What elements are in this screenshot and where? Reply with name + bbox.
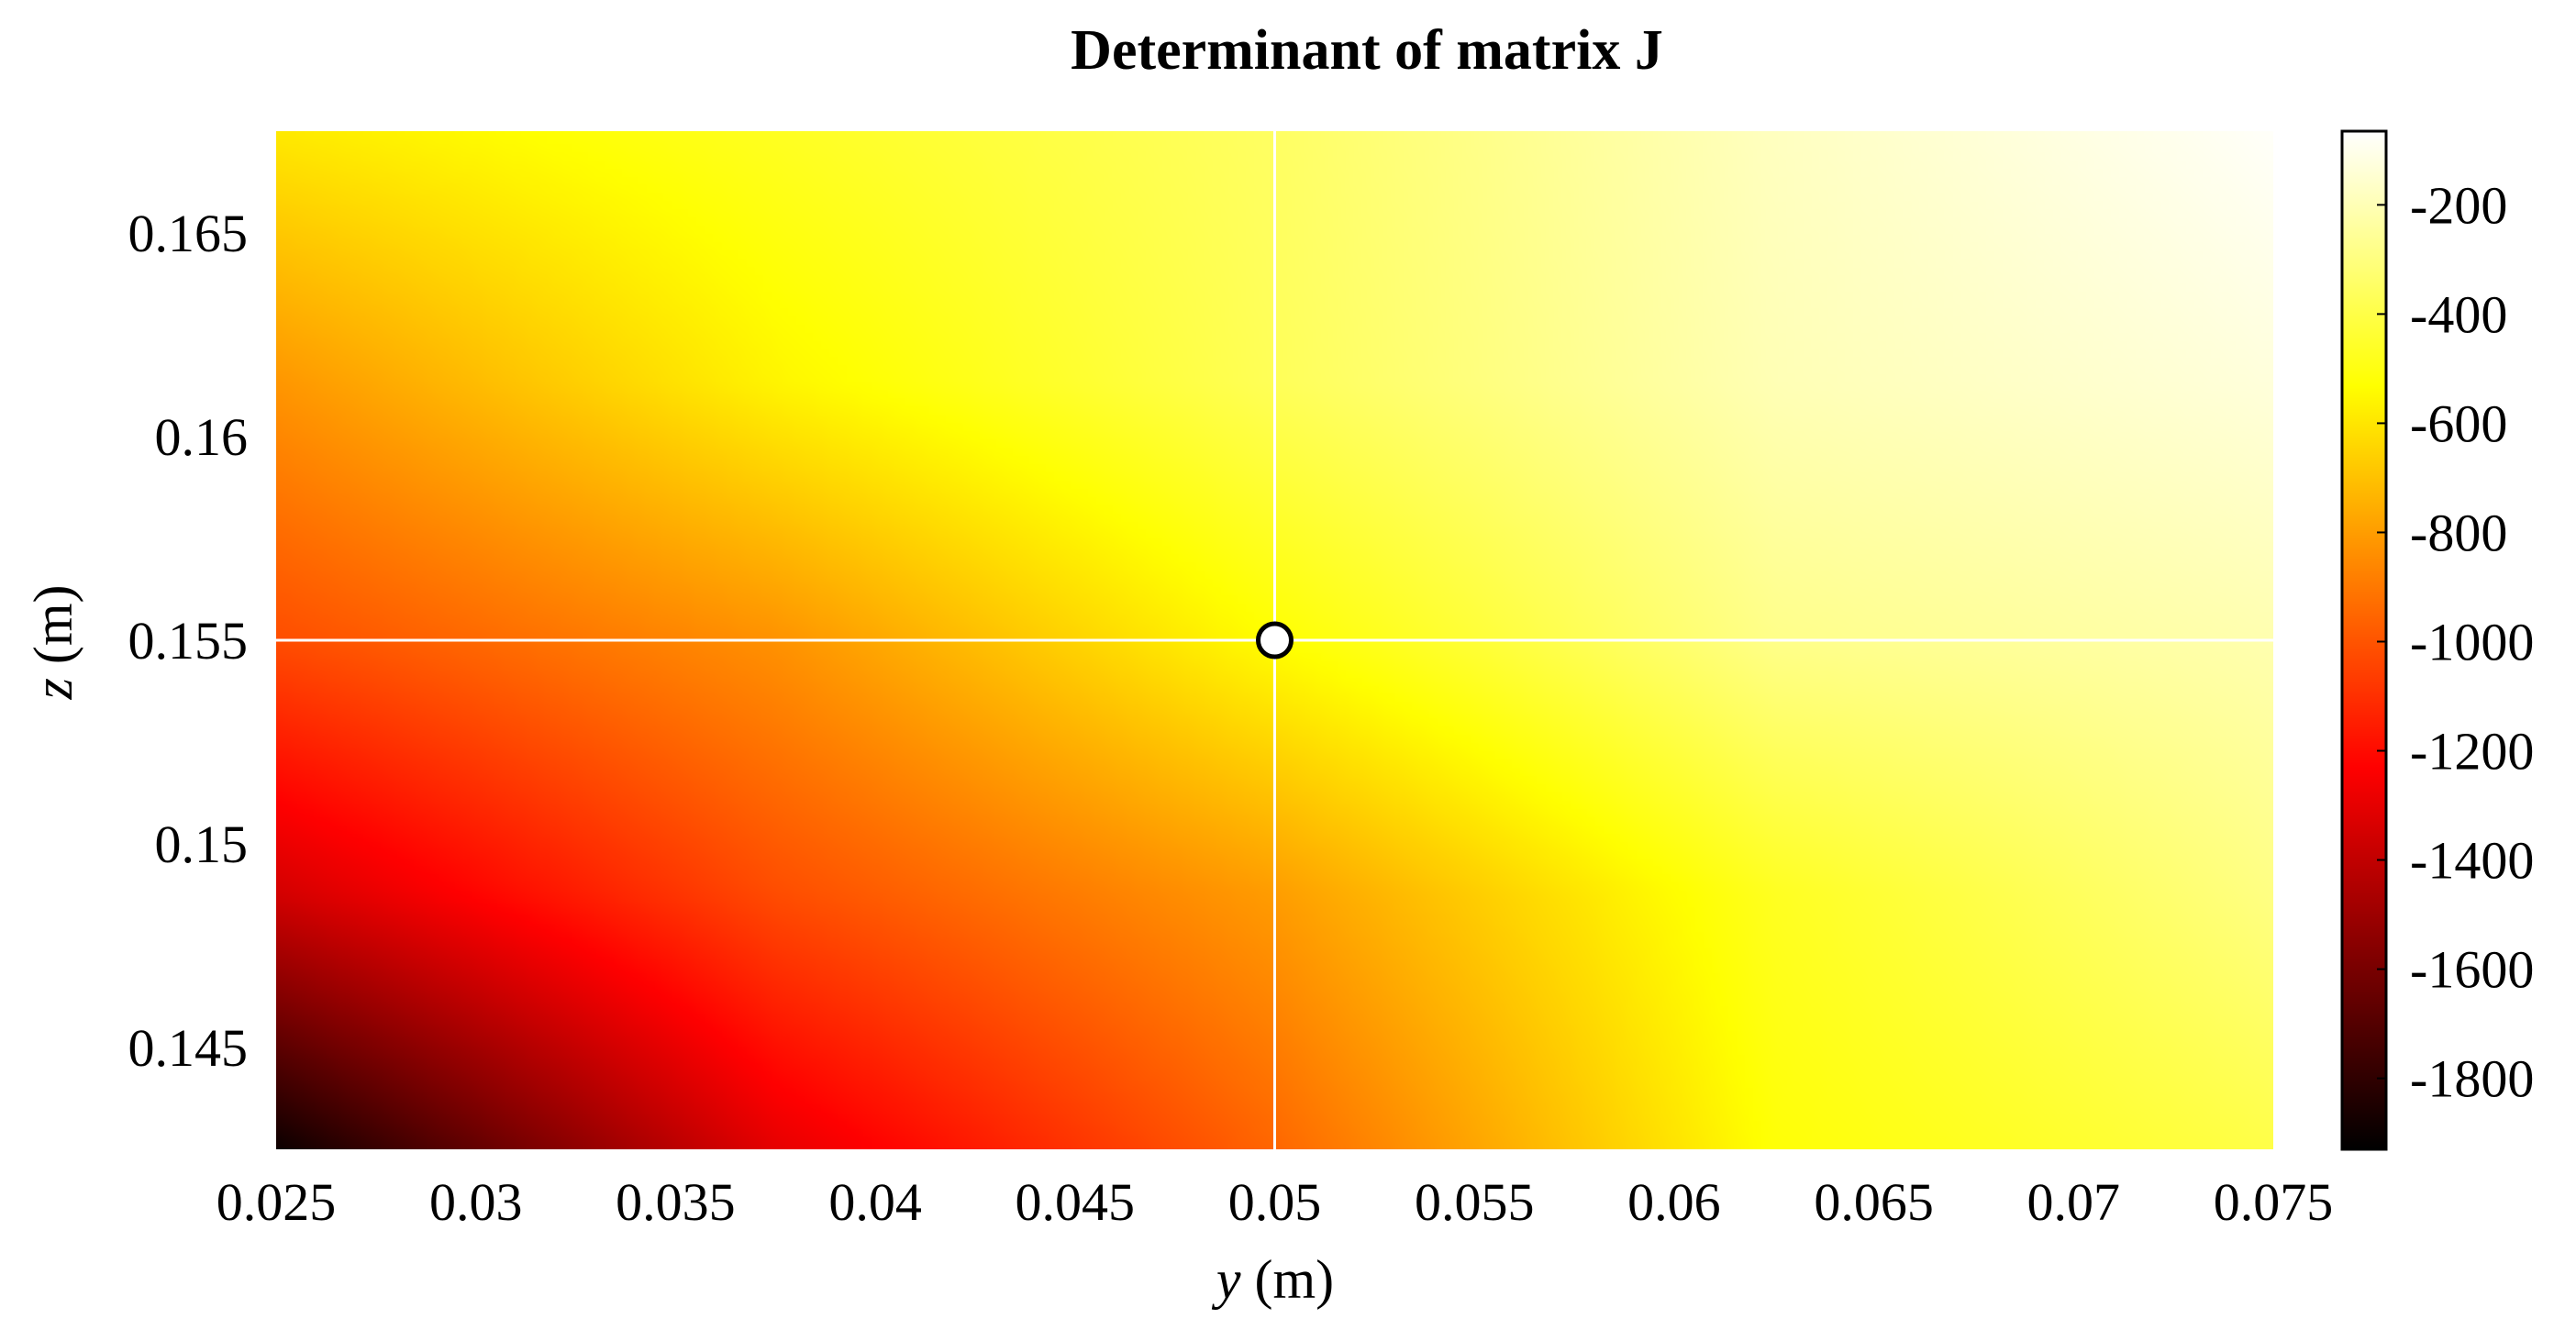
x-axis-label-var: y (1211, 1249, 1241, 1310)
y-axis-label: z (m) (23, 585, 83, 701)
y-axis-label-var: z (23, 678, 83, 700)
x-tick-label: 0.04 (828, 1172, 922, 1232)
colorbar (2340, 129, 2388, 1151)
colorbar-tick-label: -1600 (2410, 940, 2534, 1000)
chart-title: Determinant of matrix J (1071, 19, 1663, 82)
x-tick-label: 0.03 (429, 1172, 523, 1232)
x-tick-label: 0.075 (2214, 1172, 2334, 1232)
colorbar-tick-label: -1200 (2410, 722, 2534, 781)
y-axis: 0.145 0.15 0.155 0.16 0.165 (128, 204, 249, 1078)
y-tick-label: 0.155 (128, 611, 249, 671)
x-tick-label: 0.045 (1016, 1172, 1136, 1232)
y-axis-label-unit: (m) (23, 585, 83, 679)
operating-point-marker (1256, 621, 1294, 659)
x-axis: 0.025 0.03 0.035 0.04 0.045 0.05 0.055 0.06 0.06… (217, 1172, 2334, 1232)
colorbar-tick-label: -800 (2410, 503, 2507, 562)
x-tick-label: 0.035 (616, 1172, 736, 1232)
y-tick-label: 0.145 (128, 1018, 249, 1078)
y-tick-label: 0.15 (155, 815, 249, 874)
x-axis-label: y (m) (1211, 1249, 1334, 1310)
x-tick-label: 0.05 (1228, 1172, 1322, 1232)
colorbar-tick-label: -200 (2410, 175, 2507, 235)
x-tick-label: 0.07 (2027, 1172, 2121, 1232)
operating-point (1256, 621, 1294, 659)
colorbar-axis: -1800 -1600 -1400 -1200 -1000 -800 -600 -400 -20… (2377, 175, 2534, 1109)
colorbar-tick-label: -1400 (2410, 831, 2534, 891)
colorbar-tick-label: -1800 (2410, 1049, 2534, 1109)
x-tick-label: 0.025 (217, 1172, 337, 1232)
x-axis-label-unit: (m) (1241, 1249, 1335, 1310)
x-tick-label: 0.06 (1627, 1172, 1721, 1232)
y-tick-label: 0.165 (128, 204, 249, 263)
x-tick-label: 0.065 (1814, 1172, 1934, 1232)
x-tick-label: 0.055 (1415, 1172, 1535, 1232)
colorbar-tick-label: -400 (2410, 284, 2507, 344)
colorbar-tick-label: -1000 (2410, 612, 2534, 671)
colorbar-tick-label: -600 (2410, 393, 2507, 453)
y-tick-label: 0.16 (155, 407, 249, 467)
